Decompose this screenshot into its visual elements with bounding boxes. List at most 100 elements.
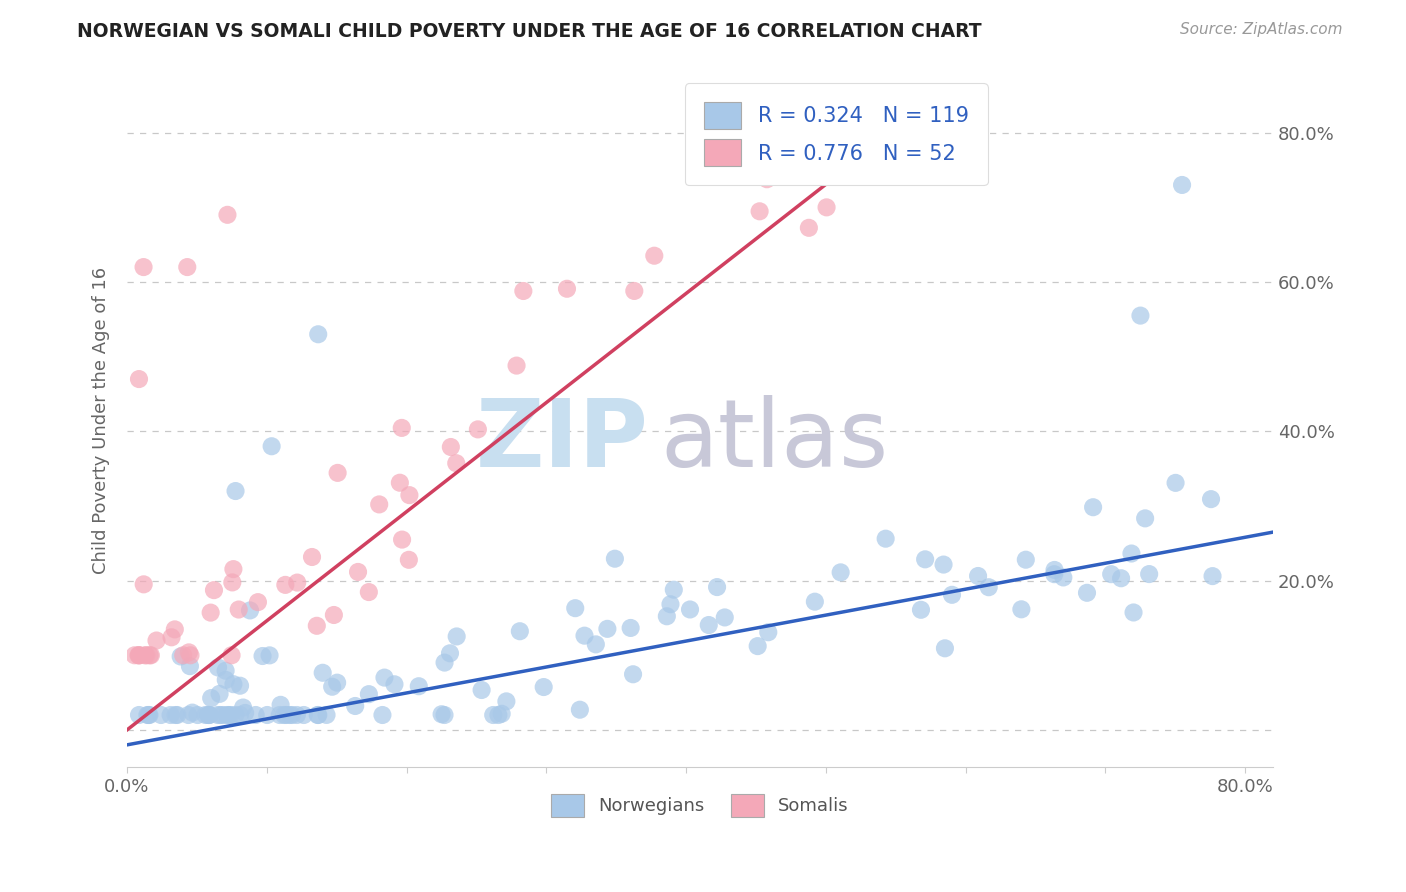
Point bbox=[165, 708, 187, 723]
Point bbox=[225, 483, 247, 498]
Point bbox=[259, 648, 281, 663]
Point bbox=[755, 172, 778, 186]
Point bbox=[932, 558, 955, 572]
Point bbox=[1109, 571, 1132, 585]
Point bbox=[285, 708, 308, 723]
Point bbox=[941, 588, 963, 602]
Point bbox=[347, 565, 370, 579]
Point bbox=[132, 577, 155, 591]
Legend: Norwegians, Somalis: Norwegians, Somalis bbox=[544, 787, 856, 824]
Point bbox=[221, 575, 243, 590]
Point bbox=[292, 708, 315, 723]
Point bbox=[233, 706, 256, 720]
Point bbox=[1201, 569, 1223, 583]
Point bbox=[398, 553, 420, 567]
Point bbox=[830, 566, 852, 580]
Point bbox=[128, 648, 150, 663]
Point bbox=[232, 700, 254, 714]
Point bbox=[574, 629, 596, 643]
Point bbox=[1171, 178, 1194, 192]
Point bbox=[281, 708, 304, 723]
Point bbox=[301, 549, 323, 564]
Point bbox=[596, 622, 619, 636]
Point bbox=[315, 707, 337, 722]
Point bbox=[229, 708, 252, 723]
Point bbox=[222, 562, 245, 576]
Point bbox=[585, 637, 607, 651]
Point bbox=[748, 204, 770, 219]
Point bbox=[662, 582, 685, 597]
Point bbox=[391, 533, 413, 547]
Point bbox=[322, 607, 344, 622]
Point bbox=[804, 595, 827, 609]
Point bbox=[368, 497, 391, 511]
Point bbox=[197, 708, 219, 723]
Point bbox=[139, 648, 162, 663]
Point bbox=[934, 641, 956, 656]
Point bbox=[910, 603, 932, 617]
Y-axis label: Child Poverty Under the Age of 16: Child Poverty Under the Age of 16 bbox=[93, 267, 110, 574]
Point bbox=[209, 708, 232, 723]
Point bbox=[875, 532, 897, 546]
Point bbox=[620, 621, 643, 635]
Point bbox=[160, 630, 183, 644]
Point bbox=[135, 648, 157, 663]
Point bbox=[218, 708, 240, 723]
Point bbox=[321, 680, 343, 694]
Point bbox=[270, 698, 292, 712]
Point bbox=[440, 440, 463, 454]
Point bbox=[1164, 475, 1187, 490]
Point bbox=[166, 708, 188, 723]
Point bbox=[274, 578, 297, 592]
Point bbox=[1121, 547, 1143, 561]
Point bbox=[433, 656, 456, 670]
Point bbox=[467, 422, 489, 436]
Point bbox=[433, 708, 456, 723]
Point bbox=[229, 679, 252, 693]
Point bbox=[307, 708, 329, 723]
Point bbox=[278, 708, 301, 723]
Point bbox=[124, 648, 146, 663]
Point bbox=[486, 708, 509, 723]
Point bbox=[643, 249, 665, 263]
Point bbox=[344, 698, 367, 713]
Point bbox=[471, 683, 494, 698]
Point bbox=[747, 639, 769, 653]
Point bbox=[187, 708, 209, 723]
Point bbox=[1137, 567, 1160, 582]
Point bbox=[706, 580, 728, 594]
Point bbox=[564, 601, 586, 615]
Text: Source: ZipAtlas.com: Source: ZipAtlas.com bbox=[1180, 22, 1343, 37]
Point bbox=[214, 664, 236, 678]
Point bbox=[307, 327, 329, 342]
Point bbox=[326, 675, 349, 690]
Point bbox=[224, 708, 246, 723]
Point bbox=[219, 708, 242, 723]
Point bbox=[621, 667, 644, 681]
Point bbox=[1052, 570, 1074, 584]
Point bbox=[713, 610, 735, 624]
Point bbox=[215, 673, 238, 687]
Point bbox=[134, 648, 156, 663]
Point bbox=[285, 575, 308, 590]
Point bbox=[384, 677, 406, 691]
Point bbox=[177, 708, 200, 723]
Point bbox=[1122, 606, 1144, 620]
Point bbox=[388, 475, 411, 490]
Point bbox=[756, 625, 779, 640]
Point bbox=[169, 649, 191, 664]
Point bbox=[623, 284, 645, 298]
Point bbox=[1129, 309, 1152, 323]
Point bbox=[482, 708, 505, 723]
Point bbox=[398, 488, 420, 502]
Point bbox=[246, 595, 269, 609]
Point bbox=[977, 580, 1000, 594]
Point bbox=[1043, 567, 1066, 582]
Point bbox=[269, 708, 291, 723]
Point bbox=[128, 708, 150, 723]
Point bbox=[132, 260, 155, 274]
Point bbox=[163, 623, 186, 637]
Point bbox=[211, 708, 233, 723]
Point bbox=[228, 602, 250, 616]
Text: ZIP: ZIP bbox=[475, 395, 648, 487]
